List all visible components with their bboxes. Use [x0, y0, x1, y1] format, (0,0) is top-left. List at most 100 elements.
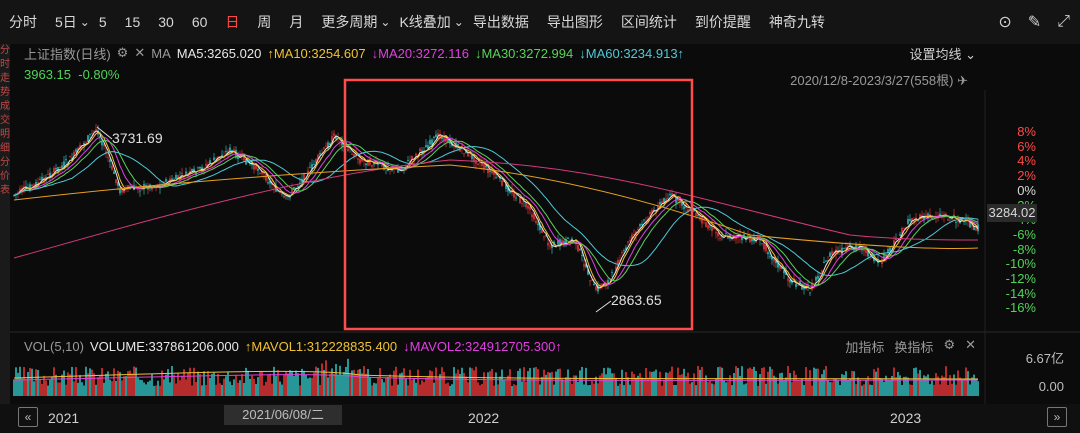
volume-bar: [245, 367, 247, 396]
volume-bar: [335, 363, 337, 396]
candle-body: [539, 224, 541, 230]
candle-body: [589, 280, 591, 282]
candle-body: [897, 240, 899, 242]
toolbar-item-14[interactable]: 到价提醒: [694, 14, 751, 30]
pin-icon[interactable]: ✈: [957, 73, 968, 88]
volume-bar: [891, 375, 893, 396]
volume-bar: [127, 371, 129, 396]
volume-bar: [669, 371, 671, 396]
volume-bar: [589, 384, 591, 396]
volume-bar: [685, 376, 687, 396]
volume-bar: [871, 385, 873, 396]
scroll-left-button[interactable]: «: [18, 407, 38, 427]
toolbar-item-1[interactable]: 5日: [55, 14, 77, 30]
brush-icon[interactable]: ✎: [1027, 14, 1042, 31]
candle-body: [371, 165, 373, 167]
toolbar-item-11[interactable]: 导出数据: [472, 14, 529, 30]
volume-bar: [839, 385, 841, 396]
ma20-line: [13, 136, 979, 288]
volume-bar: [879, 377, 881, 396]
volume-bar: [597, 383, 599, 396]
volume-bar: [977, 381, 979, 396]
volume-bar: [541, 377, 543, 396]
volume-bar: [433, 382, 435, 396]
volume-bar: [795, 374, 797, 396]
x-label-2021: 2021: [48, 410, 80, 426]
toolbar-item-15[interactable]: 神奇九转: [768, 14, 825, 30]
volume-bar: [971, 377, 973, 396]
candle-body: [769, 256, 771, 258]
volume-bar: [57, 382, 59, 396]
add-indicator-button[interactable]: 加指标: [845, 340, 885, 355]
toolbar-item-9[interactable]: 更多周期: [321, 14, 378, 30]
volume-bar: [523, 367, 525, 396]
candle-body: [621, 252, 623, 254]
volume-bar: [877, 367, 879, 396]
gear-icon[interactable]: ⚙: [116, 45, 129, 60]
close-icon[interactable]: ✕: [965, 337, 976, 352]
candle-body: [107, 157, 109, 159]
toolbar-item-0[interactable]: 分时: [9, 14, 37, 30]
candle-body: [191, 169, 193, 171]
candle-body: [607, 280, 609, 285]
scroll-right-button[interactable]: »: [1047, 407, 1067, 427]
toolbar-item-3[interactable]: 15: [124, 14, 141, 30]
candle-body: [971, 222, 973, 227]
toolbar-item-13[interactable]: 区间统计: [620, 14, 677, 30]
left-side-strip[interactable]: 分时走势成交明细分价表: [0, 44, 10, 433]
candle-body: [823, 261, 825, 264]
set-ma-button[interactable]: 设置均线 ⌄: [909, 47, 976, 62]
volume-bar: [895, 377, 897, 396]
volume-bar: [275, 375, 277, 396]
volume-bar: [407, 385, 409, 396]
collapse-icon[interactable]: ⊙: [998, 14, 1012, 31]
candle-body: [767, 252, 769, 255]
volume-bar: [919, 369, 921, 396]
volume-bar: [897, 371, 899, 396]
candle-body: [617, 260, 619, 268]
toolbar-item-2[interactable]: 5: [98, 14, 107, 30]
volume-bar: [327, 377, 329, 396]
volume-bar: [655, 369, 657, 396]
volume-bar: [727, 381, 729, 396]
candle-body: [139, 190, 141, 192]
candle-body: [193, 168, 195, 171]
volume-bar: [815, 368, 817, 396]
volume-bar: [435, 367, 437, 396]
candle-body: [771, 256, 773, 260]
candle-body: [649, 211, 651, 215]
gear-icon[interactable]: ⚙: [943, 337, 956, 352]
volume-bar: [141, 380, 143, 396]
candle-body: [277, 191, 279, 192]
toolbar-item-5[interactable]: 60: [191, 14, 208, 30]
volume-bar: [555, 371, 557, 396]
volume-bar: [799, 379, 801, 396]
volume-bar: [161, 370, 163, 396]
candle-body: [367, 159, 369, 166]
volume-bar: [483, 372, 485, 396]
candle-body: [99, 136, 101, 138]
toolbar-item-12[interactable]: 导出图形: [546, 14, 603, 30]
toolbar-item-6[interactable]: 日: [225, 14, 240, 30]
close-icon[interactable]: ✕: [134, 45, 146, 60]
candle-body: [415, 153, 417, 156]
toolbar-item-7[interactable]: 周: [257, 14, 272, 30]
volume-bar: [907, 377, 909, 396]
x-label-2023: 2023: [890, 410, 922, 426]
volume-bar: [553, 384, 555, 396]
volume-bar: [211, 373, 213, 396]
candle-body: [255, 163, 257, 169]
volume-bar: [813, 367, 815, 396]
volume-bar: [311, 377, 313, 396]
candle-body: [297, 186, 299, 188]
change-indicator-button[interactable]: 换指标: [894, 340, 934, 355]
toolbar-item-10[interactable]: K线叠加: [399, 14, 451, 30]
expand-icon[interactable]: ⤢: [1057, 13, 1070, 30]
candle-body: [249, 161, 251, 164]
toolbar-item-4[interactable]: 30: [158, 14, 174, 30]
volume-bar: [743, 384, 745, 396]
volume-buttons: 加指标 换指标 ⚙ ✕: [845, 337, 976, 356]
volume-bar: [247, 370, 249, 396]
toolbar-item-8[interactable]: 月: [289, 14, 304, 30]
kline-chart[interactable]: [0, 0, 1080, 404]
